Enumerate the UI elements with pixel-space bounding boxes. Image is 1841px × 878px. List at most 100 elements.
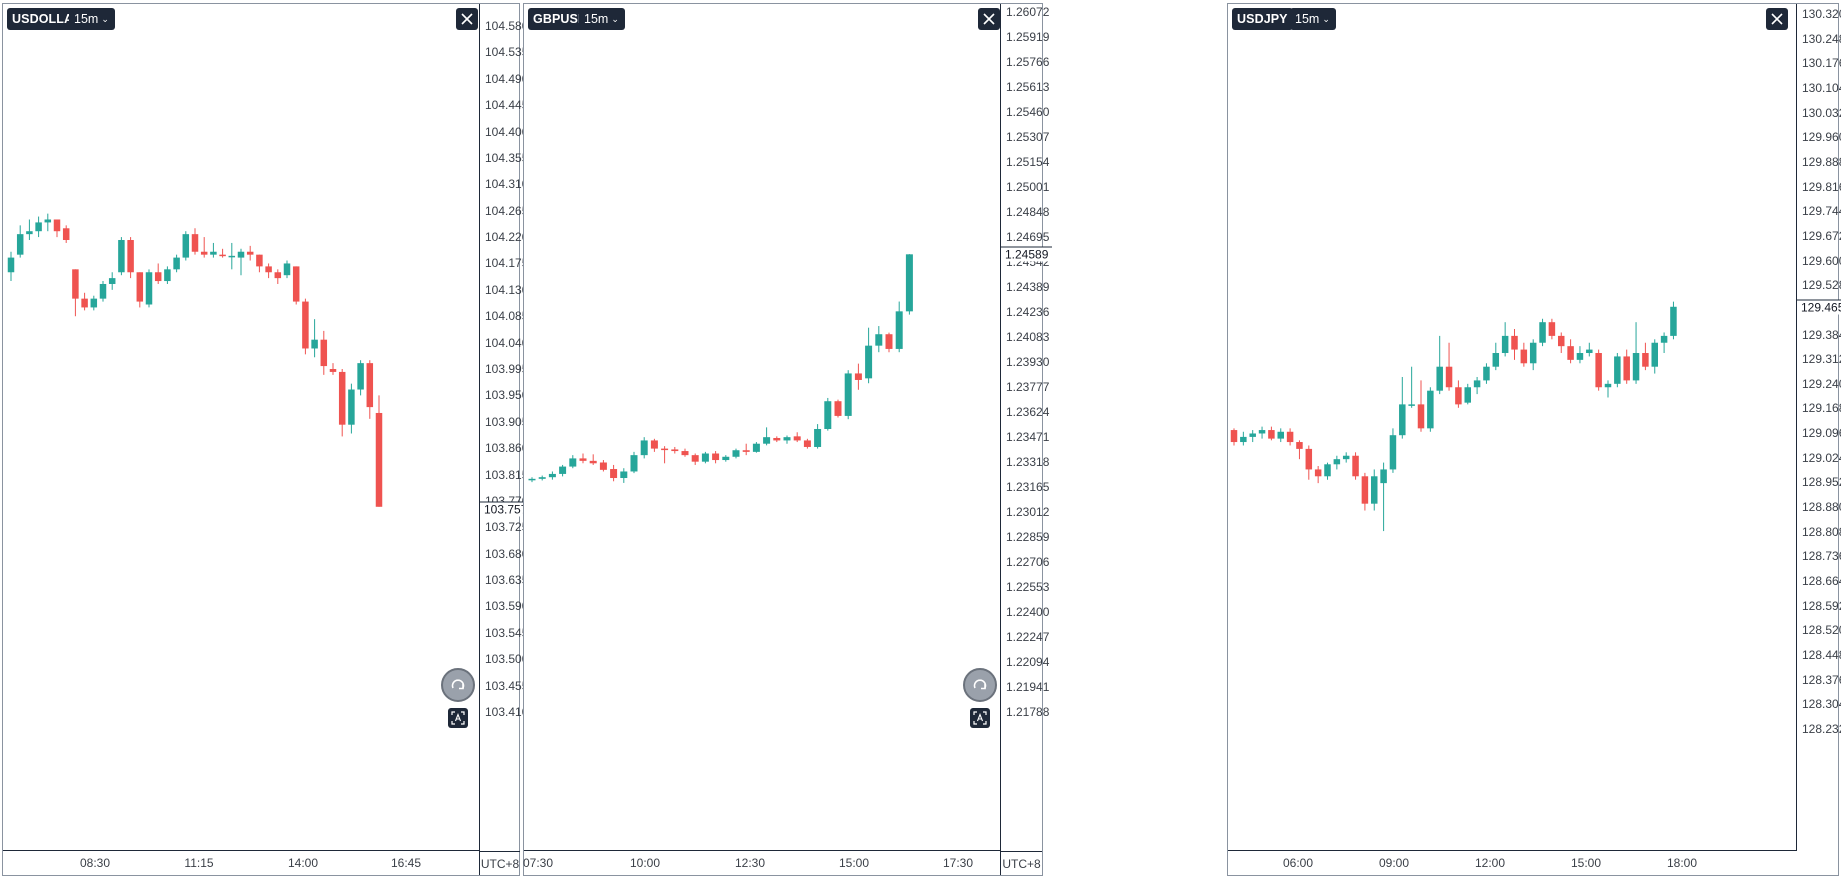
candle-body — [732, 450, 740, 457]
candle — [210, 242, 217, 258]
candle — [905, 254, 913, 315]
chart-panel-usdollar: USDOLLAR 15m ⌄ 104.580 104.535 104.490 104.4… — [2, 3, 532, 876]
candle — [1632, 322, 1640, 384]
candle-body — [1501, 335, 1509, 354]
close-icon — [1771, 13, 1783, 25]
candle — [219, 248, 226, 258]
candle-body — [875, 334, 883, 346]
interval-selector[interactable]: 15m ⌄ — [1290, 8, 1336, 30]
candle — [1548, 318, 1556, 340]
symbol-selector[interactable]: USDOLLAR — [7, 8, 88, 30]
symbol-selector[interactable]: GBPUSD — [528, 8, 593, 30]
candle-body — [630, 455, 638, 472]
candle-body — [26, 231, 33, 235]
price-tick-label: 1.25613 — [1006, 80, 1050, 94]
time-axis[interactable]: 07:30 10:00 12:30 15:00 17:30 — [523, 850, 1000, 875]
time-axis[interactable]: 08:30 11:15 14:00 16:45 — [3, 850, 479, 875]
candle-body — [783, 437, 791, 441]
candle-body — [145, 272, 153, 305]
candle-body — [7, 257, 15, 273]
candle-body — [834, 401, 842, 416]
candle — [1529, 339, 1537, 371]
candle — [885, 332, 893, 353]
candle — [1567, 339, 1574, 364]
candle-body — [1427, 390, 1434, 429]
candle — [200, 237, 208, 258]
candle — [1436, 335, 1443, 395]
price-tick-label: 130.104 — [1802, 80, 1841, 95]
last-price-label: 103.757 — [480, 501, 532, 517]
candle-body — [1586, 349, 1593, 354]
candle — [191, 228, 199, 255]
price-tick-label: 129.600 — [1802, 253, 1841, 268]
candlestick-plot[interactable] — [524, 4, 1000, 852]
candle — [1305, 445, 1313, 480]
candle-body — [650, 440, 658, 449]
candle-body — [219, 254, 226, 257]
candle-body — [265, 266, 272, 273]
price-tick-label: 1.23165 — [1006, 480, 1050, 494]
time-tick-label: 15:00 — [1570, 856, 1602, 870]
close-chart-button[interactable] — [978, 8, 1000, 30]
price-tick-label: 103.635 — [485, 573, 529, 588]
auto-scale-button[interactable] — [448, 708, 468, 728]
candle-body — [62, 228, 70, 241]
time-tick-label: 11:15 — [184, 856, 214, 870]
candle-body — [905, 254, 913, 312]
candle — [375, 395, 383, 507]
candle-body — [1296, 442, 1303, 449]
candle — [292, 266, 300, 305]
candle — [701, 451, 709, 464]
candle — [127, 237, 134, 279]
last-price-label: 1.24589 — [1001, 246, 1053, 262]
auto-scale-button[interactable] — [970, 708, 990, 728]
chevron-down-icon: ⌄ — [1322, 14, 1330, 24]
time-axis[interactable]: 06:00 09:00 12:00 15:00 18:00 — [1228, 850, 1796, 875]
price-tick-label: 1.26072 — [1006, 5, 1050, 19]
price-tick-label: 104.400 — [485, 124, 529, 139]
symbol-selector[interactable]: USDJPY — [1232, 8, 1293, 30]
price-tick-label: 1.25766 — [1006, 55, 1050, 69]
reset-view-button[interactable] — [441, 668, 475, 702]
timezone-label[interactable]: UTC+8 — [1000, 851, 1042, 875]
candle-body — [53, 219, 61, 232]
candle-body — [154, 272, 162, 282]
interval-selector[interactable]: 15m ⌄ — [579, 8, 625, 30]
candle-body — [701, 453, 709, 462]
candlestick-plot[interactable] — [1228, 4, 1796, 852]
candle-body — [228, 255, 236, 258]
candle — [1286, 428, 1294, 446]
price-tick-label: 103.905 — [485, 414, 529, 429]
candle-body — [311, 339, 318, 349]
candle — [1389, 428, 1397, 473]
candle-body — [81, 298, 88, 308]
reset-view-button[interactable] — [963, 668, 997, 702]
candle — [136, 272, 144, 308]
price-tick-label: 104.175 — [485, 256, 529, 271]
close-chart-button[interactable] — [1766, 8, 1788, 30]
candle-body — [885, 334, 893, 349]
timezone-label[interactable]: UTC+8 — [479, 851, 520, 875]
price-tick-label: 128.664 — [1802, 574, 1841, 589]
candle — [569, 455, 577, 469]
price-axis[interactable]: 104.580 104.535 104.490 104.445 104.400 104.3… — [479, 4, 532, 851]
price-tick-label: 1.24389 — [1006, 280, 1050, 294]
price-axis[interactable]: 1.26072 1.25919 1.25766 1.25613 1.25460 1.253… — [1000, 4, 1053, 851]
close-chart-button[interactable] — [456, 8, 478, 30]
candle — [1501, 322, 1509, 357]
candle-body — [773, 437, 781, 441]
candle — [1483, 363, 1490, 384]
candle — [35, 216, 42, 238]
interval-selector[interactable]: 15m ⌄ — [69, 8, 115, 30]
price-tick-label: 129.888 — [1802, 154, 1841, 169]
candle-body — [1455, 387, 1462, 405]
candle-body — [329, 369, 337, 372]
price-axis[interactable]: 130.320 130.248 130.176 130.104 130.032 129.9… — [1796, 4, 1841, 851]
candle-body — [854, 373, 862, 380]
candle-body — [1567, 346, 1574, 360]
candlestick-plot[interactable] — [3, 4, 479, 852]
candle — [671, 446, 679, 454]
price-tick-label: 129.168 — [1802, 401, 1841, 416]
price-tick-label: 130.248 — [1802, 31, 1841, 46]
last-price-label: 129.465 — [1797, 299, 1841, 315]
